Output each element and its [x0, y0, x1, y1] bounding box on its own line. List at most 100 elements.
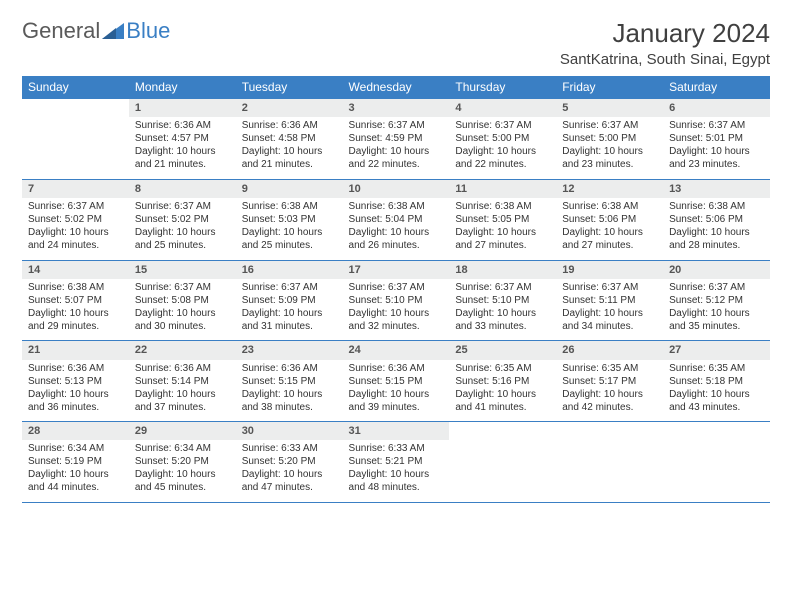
day-data-cell: Sunrise: 6:34 AMSunset: 5:20 PMDaylight:… — [129, 440, 236, 502]
day-number-cell — [663, 422, 770, 441]
sunrise-text: Sunrise: 6:37 AM — [349, 281, 444, 294]
day-data-cell: Sunrise: 6:37 AMSunset: 5:02 PMDaylight:… — [22, 198, 129, 260]
day-data-cell — [556, 440, 663, 502]
sunrise-text: Sunrise: 6:37 AM — [562, 281, 657, 294]
day-data-cell: Sunrise: 6:38 AMSunset: 5:06 PMDaylight:… — [556, 198, 663, 260]
daylight-text: Daylight: 10 hours and 41 minutes. — [455, 388, 550, 414]
logo-triangle-icon — [102, 23, 124, 39]
day-data-cell: Sunrise: 6:37 AMSunset: 5:12 PMDaylight:… — [663, 279, 770, 341]
sunrise-text: Sunrise: 6:34 AM — [135, 442, 230, 455]
daylight-text: Daylight: 10 hours and 24 minutes. — [28, 226, 123, 252]
daylight-text: Daylight: 10 hours and 25 minutes. — [135, 226, 230, 252]
day-data-cell: Sunrise: 6:38 AMSunset: 5:03 PMDaylight:… — [236, 198, 343, 260]
sunrise-text: Sunrise: 6:38 AM — [669, 200, 764, 213]
day-number-cell: 18 — [449, 260, 556, 279]
sunrise-text: Sunrise: 6:34 AM — [28, 442, 123, 455]
sunrise-text: Sunrise: 6:36 AM — [349, 362, 444, 375]
daylight-text: Daylight: 10 hours and 47 minutes. — [242, 468, 337, 494]
sunset-text: Sunset: 5:09 PM — [242, 294, 337, 307]
day-data-cell: Sunrise: 6:36 AMSunset: 5:15 PMDaylight:… — [236, 360, 343, 422]
day-data-cell: Sunrise: 6:37 AMSunset: 5:10 PMDaylight:… — [449, 279, 556, 341]
sunset-text: Sunset: 5:06 PM — [562, 213, 657, 226]
calendar-table: SundayMondayTuesdayWednesdayThursdayFrid… — [22, 76, 770, 503]
day-number-cell: 4 — [449, 99, 556, 118]
day-data-row: Sunrise: 6:34 AMSunset: 5:19 PMDaylight:… — [22, 440, 770, 502]
day-number-cell: 19 — [556, 260, 663, 279]
daylight-text: Daylight: 10 hours and 21 minutes. — [242, 145, 337, 171]
sunset-text: Sunset: 5:01 PM — [669, 132, 764, 145]
sunset-text: Sunset: 5:16 PM — [455, 375, 550, 388]
day-number-cell: 24 — [343, 341, 450, 360]
sunset-text: Sunset: 5:20 PM — [135, 455, 230, 468]
daylight-text: Daylight: 10 hours and 23 minutes. — [562, 145, 657, 171]
sunrise-text: Sunrise: 6:37 AM — [135, 281, 230, 294]
day-number-cell: 3 — [343, 99, 450, 118]
daylight-text: Daylight: 10 hours and 27 minutes. — [455, 226, 550, 252]
day-data-cell: Sunrise: 6:37 AMSunset: 4:59 PMDaylight:… — [343, 117, 450, 179]
sunrise-text: Sunrise: 6:35 AM — [669, 362, 764, 375]
sunrise-text: Sunrise: 6:38 AM — [562, 200, 657, 213]
day-number-cell: 22 — [129, 341, 236, 360]
daylight-text: Daylight: 10 hours and 45 minutes. — [135, 468, 230, 494]
daylight-text: Daylight: 10 hours and 42 minutes. — [562, 388, 657, 414]
daylight-text: Daylight: 10 hours and 33 minutes. — [455, 307, 550, 333]
day-number-cell: 29 — [129, 422, 236, 441]
daylight-text: Daylight: 10 hours and 26 minutes. — [349, 226, 444, 252]
day-number-cell: 13 — [663, 179, 770, 198]
day-data-row: Sunrise: 6:36 AMSunset: 4:57 PMDaylight:… — [22, 117, 770, 179]
sunset-text: Sunset: 5:14 PM — [135, 375, 230, 388]
day-data-cell: Sunrise: 6:33 AMSunset: 5:20 PMDaylight:… — [236, 440, 343, 502]
day-number-cell: 1 — [129, 99, 236, 118]
day-number-row: 28293031 — [22, 422, 770, 441]
day-data-cell: Sunrise: 6:36 AMSunset: 5:13 PMDaylight:… — [22, 360, 129, 422]
sunrise-text: Sunrise: 6:37 AM — [669, 119, 764, 132]
sunrise-text: Sunrise: 6:37 AM — [242, 281, 337, 294]
day-number-cell: 15 — [129, 260, 236, 279]
day-data-cell: Sunrise: 6:38 AMSunset: 5:04 PMDaylight:… — [343, 198, 450, 260]
sunset-text: Sunset: 5:02 PM — [135, 213, 230, 226]
day-data-row: Sunrise: 6:36 AMSunset: 5:13 PMDaylight:… — [22, 360, 770, 422]
day-number-cell: 28 — [22, 422, 129, 441]
daylight-text: Daylight: 10 hours and 35 minutes. — [669, 307, 764, 333]
month-title: January 2024 — [560, 18, 770, 49]
day-number-cell: 27 — [663, 341, 770, 360]
day-data-cell — [22, 117, 129, 179]
weekday-header: Sunday — [22, 76, 129, 99]
sunrise-text: Sunrise: 6:37 AM — [135, 200, 230, 213]
sunset-text: Sunset: 5:00 PM — [455, 132, 550, 145]
title-block: January 2024 SantKatrina, South Sinai, E… — [560, 18, 770, 68]
sunset-text: Sunset: 5:04 PM — [349, 213, 444, 226]
day-data-cell: Sunrise: 6:36 AMSunset: 4:57 PMDaylight:… — [129, 117, 236, 179]
sunrise-text: Sunrise: 6:36 AM — [242, 119, 337, 132]
weekday-header: Friday — [556, 76, 663, 99]
day-data-cell: Sunrise: 6:35 AMSunset: 5:16 PMDaylight:… — [449, 360, 556, 422]
daylight-text: Daylight: 10 hours and 21 minutes. — [135, 145, 230, 171]
day-number-row: 14151617181920 — [22, 260, 770, 279]
day-number-cell — [22, 99, 129, 118]
sunrise-text: Sunrise: 6:38 AM — [349, 200, 444, 213]
day-data-cell: Sunrise: 6:38 AMSunset: 5:06 PMDaylight:… — [663, 198, 770, 260]
sunset-text: Sunset: 5:10 PM — [455, 294, 550, 307]
day-data-cell: Sunrise: 6:36 AMSunset: 5:15 PMDaylight:… — [343, 360, 450, 422]
day-number-cell: 2 — [236, 99, 343, 118]
day-data-cell — [663, 440, 770, 502]
sunset-text: Sunset: 5:07 PM — [28, 294, 123, 307]
day-number-cell: 26 — [556, 341, 663, 360]
sunrise-text: Sunrise: 6:38 AM — [455, 200, 550, 213]
day-number-cell — [449, 422, 556, 441]
daylight-text: Daylight: 10 hours and 38 minutes. — [242, 388, 337, 414]
day-number-cell: 14 — [22, 260, 129, 279]
sunrise-text: Sunrise: 6:37 AM — [455, 119, 550, 132]
daylight-text: Daylight: 10 hours and 36 minutes. — [28, 388, 123, 414]
sunrise-text: Sunrise: 6:35 AM — [455, 362, 550, 375]
sunset-text: Sunset: 5:18 PM — [669, 375, 764, 388]
sunrise-text: Sunrise: 6:36 AM — [135, 362, 230, 375]
day-number-cell: 8 — [129, 179, 236, 198]
daylight-text: Daylight: 10 hours and 23 minutes. — [669, 145, 764, 171]
sunset-text: Sunset: 5:12 PM — [669, 294, 764, 307]
day-data-cell: Sunrise: 6:37 AMSunset: 5:02 PMDaylight:… — [129, 198, 236, 260]
day-number-cell: 9 — [236, 179, 343, 198]
sunrise-text: Sunrise: 6:38 AM — [242, 200, 337, 213]
weekday-header: Saturday — [663, 76, 770, 99]
brand-logo: General Blue — [22, 18, 170, 44]
